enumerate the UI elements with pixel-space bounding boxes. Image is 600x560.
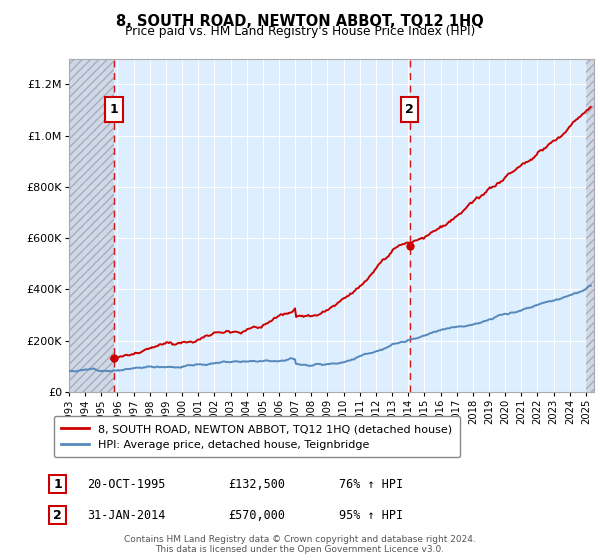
Text: 8, SOUTH ROAD, NEWTON ABBOT, TQ12 1HQ: 8, SOUTH ROAD, NEWTON ABBOT, TQ12 1HQ — [116, 14, 484, 29]
Text: 1: 1 — [110, 103, 119, 116]
Text: 76% ↑ HPI: 76% ↑ HPI — [339, 478, 403, 491]
Bar — [586, 59, 594, 392]
Text: 20-OCT-1995: 20-OCT-1995 — [87, 478, 166, 491]
Text: Price paid vs. HM Land Registry's House Price Index (HPI): Price paid vs. HM Land Registry's House … — [125, 25, 475, 38]
Text: 95% ↑ HPI: 95% ↑ HPI — [339, 508, 403, 522]
FancyBboxPatch shape — [401, 97, 418, 122]
FancyBboxPatch shape — [49, 475, 66, 493]
Text: 2: 2 — [53, 508, 62, 522]
FancyBboxPatch shape — [49, 506, 66, 524]
Text: 2: 2 — [405, 103, 414, 116]
Text: This data is licensed under the Open Government Licence v3.0.: This data is licensed under the Open Gov… — [155, 545, 445, 554]
Text: £570,000: £570,000 — [228, 508, 285, 522]
Text: 1: 1 — [53, 478, 62, 491]
Text: Contains HM Land Registry data © Crown copyright and database right 2024.: Contains HM Land Registry data © Crown c… — [124, 535, 476, 544]
Bar — [69, 59, 114, 392]
Text: 31-JAN-2014: 31-JAN-2014 — [87, 508, 166, 522]
FancyBboxPatch shape — [106, 97, 123, 122]
Legend: 8, SOUTH ROAD, NEWTON ABBOT, TQ12 1HQ (detached house), HPI: Average price, deta: 8, SOUTH ROAD, NEWTON ABBOT, TQ12 1HQ (d… — [53, 416, 460, 458]
Text: £132,500: £132,500 — [228, 478, 285, 491]
